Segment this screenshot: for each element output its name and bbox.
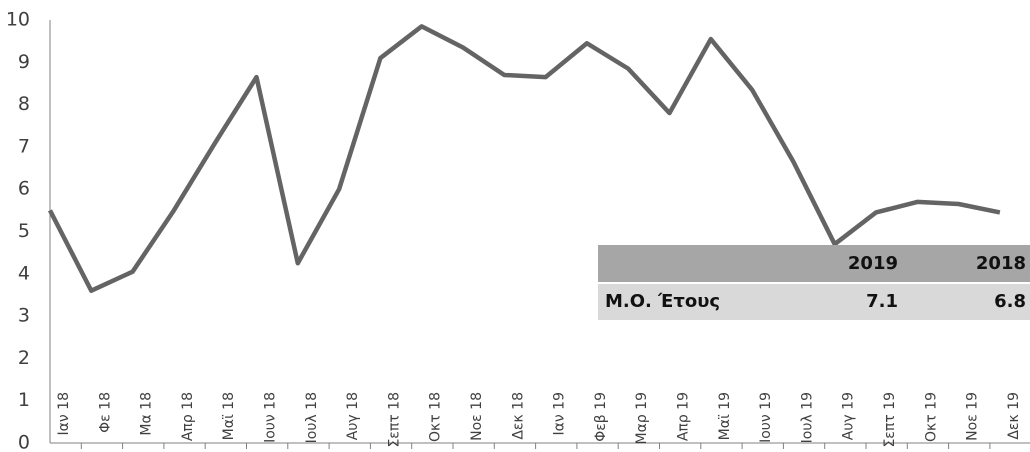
y-tick-label: 5	[18, 220, 30, 242]
table-row	[598, 284, 1030, 320]
x-tick-label: Ιαν 19	[552, 392, 568, 435]
x-tick-label: Μα 18	[139, 392, 155, 436]
x-tick-label: Νοε 18	[469, 392, 485, 441]
x-tick-label: Ιουλ 18	[304, 392, 320, 443]
x-tick-label: Ιαν 18	[56, 392, 72, 435]
x-tick-label: Ιουν 19	[758, 392, 774, 443]
y-tick-label: 2	[18, 347, 30, 369]
table-header	[598, 245, 1030, 282]
x-tick-label: Απρ 19	[676, 392, 692, 441]
x-tick-label: Δεκ 18	[510, 392, 526, 440]
y-tick-label: 10	[6, 9, 30, 31]
x-tick-label: Νοε 19	[965, 392, 981, 441]
y-tick-label: 9	[18, 51, 30, 73]
y-tick-label: 0	[18, 432, 30, 452]
line	[47, 24, 1001, 293]
x-tick-label: Μαρ 19	[634, 392, 650, 444]
x-tick-label: Οκτ 18	[428, 392, 444, 442]
y-tick-label: 7	[18, 135, 30, 157]
table-column: 2018	[976, 253, 1026, 274]
x-tick-label: Σεπτ 19	[882, 392, 898, 448]
x-tick-label: Αυγ 19	[841, 392, 857, 440]
x-tick-label: Σεπτ 18	[386, 392, 402, 448]
x-tick-label: Ιουλ 19	[799, 392, 815, 443]
table-row-label: Μ.Ο. Έτους	[605, 291, 720, 312]
x-tick-label: Ιουν 18	[263, 392, 279, 443]
y-tick-label: 6	[18, 178, 30, 200]
table-column: 2019	[848, 253, 898, 274]
y-tick-label: 4	[18, 262, 30, 284]
x-tick-label: Οκτ 19	[923, 392, 939, 442]
x-tick-label: Μαϊ 19	[717, 392, 733, 440]
x-tick-label: Φεβ 19	[593, 392, 609, 442]
y-tick-label: 8	[18, 93, 30, 115]
y-tick-label: 1	[18, 389, 30, 411]
x-tick-label: Μαϊ 18	[221, 392, 237, 440]
y-tick-label: 3	[18, 305, 30, 327]
x-tick-label: Απρ 18	[180, 392, 196, 441]
table-cell: 7.1	[866, 291, 898, 312]
x-tick-label: Αυγ 18	[345, 392, 361, 440]
table-cell: 6.8	[994, 291, 1026, 312]
x-tick-label: Δεκ 19	[1006, 392, 1022, 440]
x-tick-label: Φε 18	[97, 392, 113, 433]
